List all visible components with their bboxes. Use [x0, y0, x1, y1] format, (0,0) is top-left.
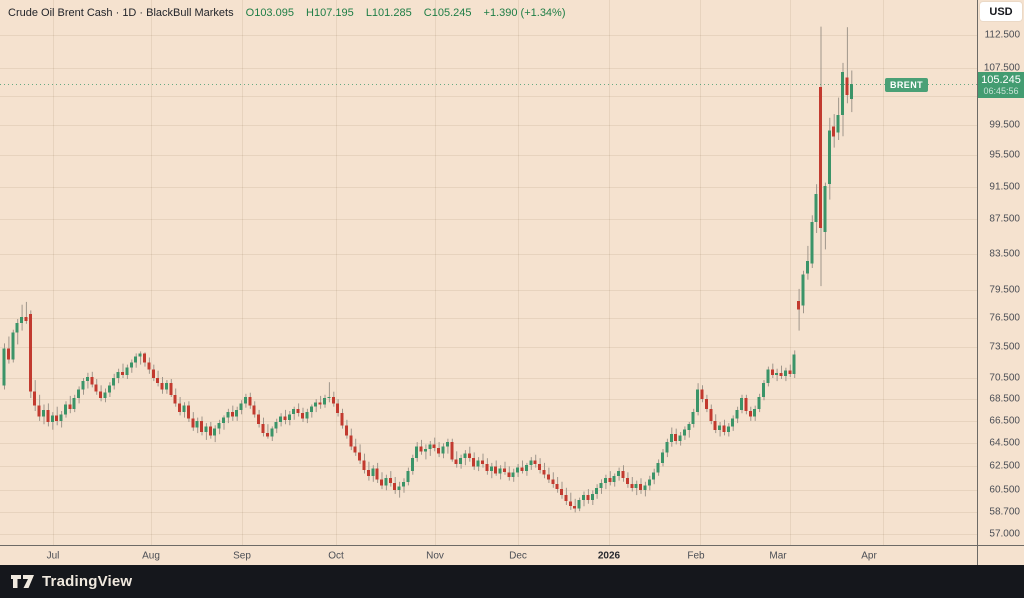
change-value: +1.390 (+1.34%) [483, 7, 566, 19]
price-tick-label: 76.500 [989, 312, 1020, 324]
price-tick-label: 58.700 [989, 506, 1020, 518]
price-tick-label: 87.500 [989, 213, 1020, 225]
tradingview-logo[interactable]: TradingView [10, 573, 132, 590]
time-tick-label: Mar [769, 550, 787, 561]
currency-toggle-button[interactable]: USD [980, 2, 1022, 21]
chart-legend: Crude Oil Brent Cash · 1D · BlackBull Ma… [8, 7, 566, 19]
candlestick-chart[interactable] [0, 0, 977, 545]
time-tick-label: Feb [687, 550, 705, 561]
last-price-value: 105.245 [981, 73, 1021, 86]
price-tick-label: 79.500 [989, 284, 1020, 296]
time-tick-label: Jul [46, 550, 60, 561]
time-tick-label: Oct [328, 550, 344, 561]
time-tick-label: Apr [861, 550, 877, 561]
price-tick-label: 64.500 [989, 437, 1020, 449]
price-tick-label: 68.500 [989, 393, 1020, 405]
time-tick-label: Aug [142, 550, 160, 561]
tradingview-brand-text: TradingView [42, 573, 133, 590]
low-value: L101.285 [365, 7, 412, 19]
tradingview-logo-icon [11, 575, 34, 588]
high-value: H107.195 [306, 7, 354, 19]
price-axis[interactable]: USD 105.245 06:45:56 112.500 107.500 99.50… [977, 0, 1024, 565]
price-tick-label: 83.500 [989, 248, 1020, 260]
price-tick-label: 95.500 [989, 149, 1020, 161]
price-tick-label: 99.500 [989, 119, 1020, 131]
time-tick-label: 2026 [597, 550, 621, 561]
price-tick-label: 112.500 [984, 29, 1020, 41]
bar-close-countdown: 06:45:56 [983, 85, 1019, 96]
price-tick-label: 57.000 [989, 528, 1020, 540]
price-tick-label: 91.500 [989, 181, 1020, 193]
price-tick-label: 66.500 [989, 415, 1020, 427]
time-tick-label: Nov [426, 550, 444, 561]
symbol-title[interactable]: Crude Oil Brent Cash · 1D · BlackBull Ma… [8, 7, 234, 19]
time-tick-label: Dec [509, 550, 527, 561]
axis-corner [977, 545, 1024, 565]
symbol-price-flag: BRENT [885, 77, 928, 92]
footer-bar: TradingView [0, 565, 1024, 598]
price-tick-label: 70.500 [989, 372, 1020, 384]
last-price-badge: 105.245 06:45:56 [978, 71, 1024, 98]
time-tick-label: Sep [233, 550, 251, 561]
price-tick-label: 60.500 [989, 484, 1020, 496]
chart-pane[interactable]: Crude Oil Brent Cash · 1D · BlackBull Ma… [0, 0, 977, 545]
open-value: O103.095 [245, 7, 294, 19]
price-tick-label: 62.500 [989, 460, 1020, 472]
price-tick-label: 73.500 [989, 341, 1020, 353]
close-value: C105.245 [423, 7, 472, 19]
time-axis[interactable]: Jul Aug Sep Oct Nov Dec 2026 Feb Mar Apr [0, 545, 977, 565]
price-tick-label: 107.500 [983, 62, 1020, 74]
